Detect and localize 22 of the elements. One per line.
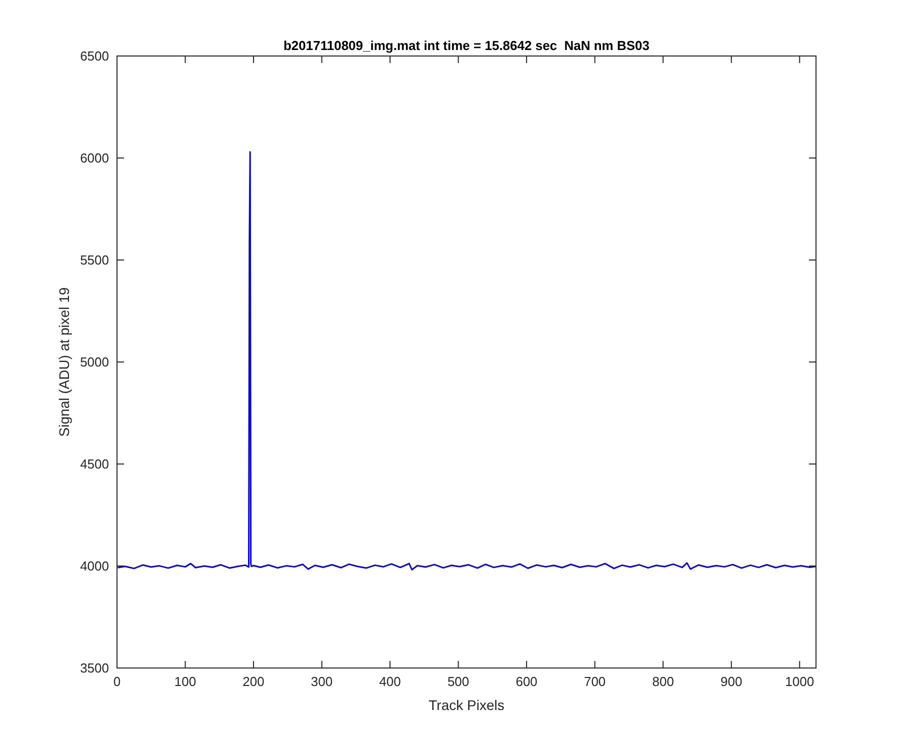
x-tick-label: 100 [174, 674, 196, 689]
x-tick-label: 300 [310, 674, 333, 689]
chart-title: b2017110809_img.mat int time = 15.8642 sec NaN nm BS03 [283, 38, 650, 53]
line-series [117, 151, 816, 570]
x-tick-label: 800 [652, 674, 674, 689]
y-tick-label: 6000 [80, 150, 109, 166]
x-tick-label: 600 [516, 674, 538, 689]
x-axis-title: Track Pixels [428, 697, 504, 713]
x-tick-label: 700 [584, 674, 606, 689]
y-tick-label: 5500 [80, 252, 109, 268]
y-tick-label: 4500 [80, 456, 109, 472]
x-tick-label: 0 [113, 674, 121, 689]
y-tick-label: 3500 [80, 660, 109, 676]
x-tick-label: 500 [447, 674, 470, 689]
y-tick-label: 5000 [80, 354, 109, 370]
y-tick-label: 4000 [80, 558, 109, 574]
x-tick-label: 1000 [785, 674, 814, 689]
y-tick-label: 6500 [80, 48, 109, 64]
x-tick-label: 400 [379, 674, 401, 689]
y-axis-title: Signal (ADU) at pixel 19 [56, 287, 72, 437]
x-tick-label: 900 [720, 674, 742, 689]
x-tick-label: 200 [242, 674, 264, 689]
